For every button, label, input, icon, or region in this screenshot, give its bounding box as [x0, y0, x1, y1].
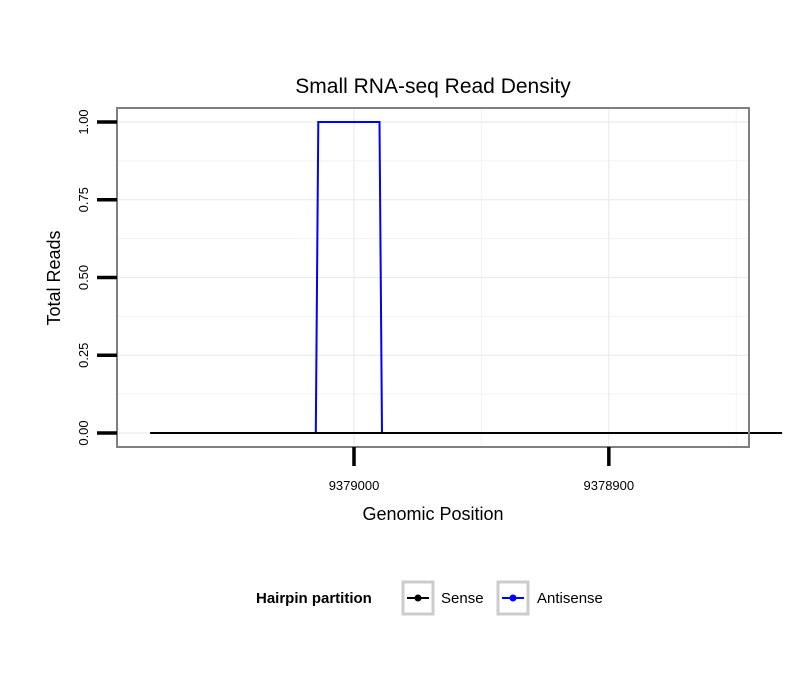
x-axis-label: Genomic Position	[362, 504, 503, 524]
legend-label-antisense: Antisense	[537, 590, 603, 607]
y-tick-label: 1.00	[76, 109, 91, 134]
x-axis: 9379000 9378900	[329, 447, 634, 493]
y-tick-label: 0.75	[76, 187, 91, 212]
series-layer	[150, 121, 783, 434]
y-axis: 0.00 0.25 0.50 0.75 1.00	[76, 109, 117, 446]
legend-item-sense: Sense	[401, 580, 484, 616]
y-tick-label: 0.00	[76, 420, 91, 445]
y-tick-label: 0.25	[76, 343, 91, 368]
x-tick-label: 9378900	[584, 478, 635, 493]
series-line-antisense	[314, 121, 383, 434]
legend-title: Hairpin partition	[256, 590, 372, 607]
y-tick-label: 0.50	[76, 265, 91, 290]
legend-item-antisense: Antisense	[496, 580, 603, 616]
y-axis-label: Total Reads	[44, 230, 64, 325]
x-tick-label: 9379000	[329, 478, 380, 493]
grid-lines	[117, 108, 749, 447]
legend-label-sense: Sense	[441, 590, 484, 607]
legend-point-sense	[414, 594, 422, 602]
legend-point-antisense	[509, 594, 517, 602]
chart-title: Small RNA-seq Read Density	[295, 75, 571, 98]
legend: Hairpin partition Sense Antisense	[256, 580, 603, 616]
